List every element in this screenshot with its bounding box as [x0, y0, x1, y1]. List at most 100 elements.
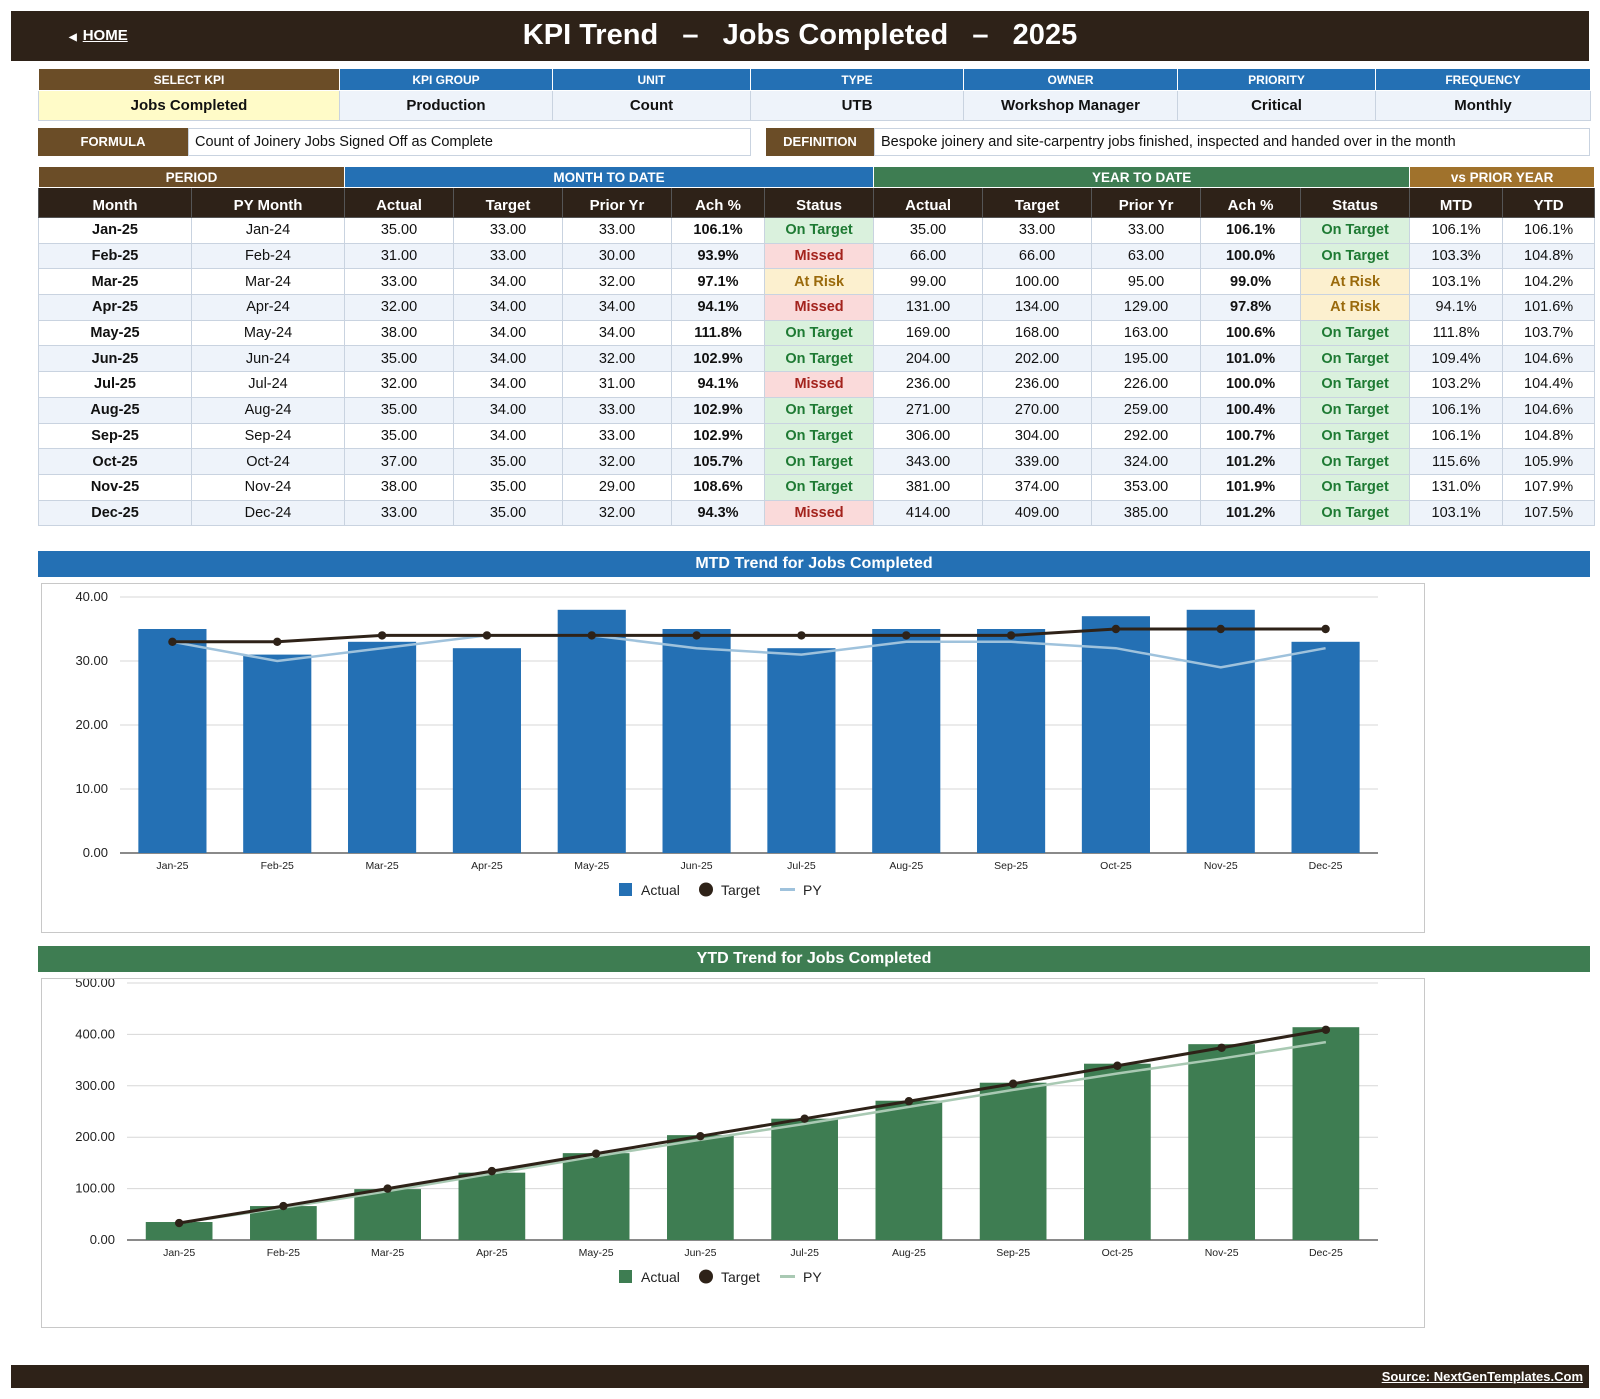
table-cell: 100.0%: [1200, 371, 1302, 398]
bar: [977, 629, 1046, 853]
table-cell: 33.00: [1091, 217, 1202, 244]
table-cell: 32.00: [344, 294, 455, 321]
bar: [138, 629, 207, 853]
table-cell: 29.00: [562, 473, 673, 501]
table-cell: 106.1%: [1502, 217, 1596, 244]
formula-row: FORMULA Count of Joinery Jobs Signed Off…: [38, 128, 1590, 156]
y-tick-label: 0.00: [83, 845, 108, 860]
target-point: [1111, 624, 1121, 634]
status-badge: On Target: [764, 422, 875, 450]
table-cell: 106.1%: [1409, 422, 1504, 450]
x-tick-label: May-25: [574, 860, 609, 872]
table-cell: 31.00: [562, 371, 673, 398]
kpi-select-dropdown[interactable]: Jobs Completed: [38, 90, 340, 121]
table-cell: 414.00: [873, 499, 984, 527]
table-row: Jan-25 Jan-24 35.00 33.00 33.00 106.1% On Targ…: [38, 217, 1596, 244]
unit-value: Count: [552, 90, 751, 121]
table-cell: 104.2%: [1502, 268, 1596, 296]
status-badge: On Target: [1300, 422, 1411, 450]
table-cell: Dec-24: [190, 499, 346, 527]
type-value: UTB: [750, 90, 964, 121]
table-cell: 100.0%: [1200, 242, 1302, 270]
column-header: Status: [764, 187, 875, 218]
home-link[interactable]: ◀ HOME: [69, 27, 128, 44]
x-tick-label: Oct-25: [1102, 1247, 1134, 1259]
status-badge: At Risk: [764, 268, 875, 296]
bar: [1291, 641, 1360, 853]
x-tick-label: Jun-25: [684, 1247, 716, 1259]
status-badge: At Risk: [1300, 294, 1411, 321]
table-cell: 106.1%: [1409, 396, 1504, 424]
target-point: [800, 1114, 809, 1123]
y-tick-label: 500.00: [75, 979, 115, 990]
bar: [348, 641, 417, 853]
x-tick-label: Nov-25: [1205, 1247, 1239, 1259]
table-cell: 108.6%: [671, 473, 766, 501]
table-cell: 31.00: [344, 242, 455, 270]
target-point: [904, 1097, 914, 1106]
column-header: Actual: [873, 187, 984, 218]
table-row: Jun-25 Jun-24 35.00 34.00 32.00 102.9% On Targ…: [38, 345, 1596, 373]
table-cell: 32.00: [344, 371, 455, 398]
table-cell: 102.9%: [671, 345, 766, 373]
target-point: [902, 631, 911, 640]
table-row: Nov-25 Nov-24 38.00 35.00 29.00 108.6% On Targ…: [38, 473, 1596, 501]
table-cell: 101.6%: [1502, 294, 1596, 321]
target-point: [1216, 624, 1225, 634]
table-cell: 324.00: [1091, 448, 1202, 475]
table-cell: 195.00: [1091, 345, 1202, 373]
status-badge: On Target: [764, 319, 875, 347]
x-tick-label: Mar-25: [371, 1247, 404, 1259]
column-header: PY Month: [190, 187, 346, 218]
table-cell: Feb-24: [190, 242, 346, 270]
table-cell: 306.00: [873, 422, 984, 450]
table-cell: Jul-25: [38, 371, 192, 398]
y-tick-label: 300.00: [75, 1078, 115, 1093]
bar: [767, 648, 836, 853]
definition-label: DEFINITION: [766, 128, 874, 156]
x-tick-label: Jan-25: [163, 1247, 195, 1259]
table-cell: 104.8%: [1502, 242, 1596, 270]
source-link[interactable]: Source: NextGenTemplates.Com: [1381, 1369, 1583, 1384]
table-cell: 35.00: [453, 448, 564, 475]
y-tick-label: 100.00: [75, 1181, 115, 1196]
table-cell: 33.00: [344, 268, 455, 296]
table-cell: 109.4%: [1409, 345, 1504, 373]
prior-year-group-header: vs PRIOR YEAR: [1409, 166, 1596, 188]
table-cell: Sep-25: [38, 422, 192, 450]
table-row: Aug-25 Aug-24 35.00 34.00 33.00 102.9% On Targ…: [38, 396, 1596, 424]
table-row: Jul-25 Jul-24 32.00 34.00 31.00 94.1% Missed 23…: [38, 371, 1596, 398]
x-tick-label: Jul-25: [787, 860, 816, 872]
y-tick-label: 10.00: [75, 781, 108, 796]
ytd-chart-title: YTD Trend for Jobs Completed: [38, 946, 1590, 972]
table-cell: 107.5%: [1502, 499, 1596, 527]
table-cell: 100.7%: [1200, 422, 1302, 450]
table-cell: 66.00: [873, 242, 984, 270]
table-cell: 100.4%: [1200, 396, 1302, 424]
table-cell: 226.00: [1091, 371, 1202, 398]
table-cell: 271.00: [873, 396, 984, 424]
table-row: Mar-25 Mar-24 33.00 34.00 32.00 97.1% At Risk 9…: [38, 268, 1596, 296]
table-cell: 34.00: [562, 319, 673, 347]
priority-value: Critical: [1177, 90, 1376, 121]
target-point: [696, 1131, 705, 1141]
legend-target-label: Target: [721, 882, 760, 898]
kpi-group-value: Production: [339, 90, 553, 121]
column-header: Ach %: [671, 187, 766, 218]
x-tick-label: Aug-25: [892, 1247, 926, 1259]
status-badge: On Target: [1300, 448, 1411, 475]
table-cell: Nov-24: [190, 473, 346, 501]
table-cell: 104.4%: [1502, 371, 1596, 398]
column-header: Target: [453, 187, 564, 218]
legend-py-label: PY: [803, 1269, 822, 1285]
legend-target-swatch: [699, 1269, 713, 1284]
table-body: Jan-25 Jan-24 35.00 33.00 33.00 106.1% On Targ…: [38, 217, 1596, 527]
legend-target-swatch: [699, 882, 713, 897]
table-cell: 204.00: [873, 345, 984, 373]
table-cell: Apr-24: [190, 294, 346, 321]
table-cell: 107.9%: [1502, 473, 1596, 501]
status-badge: On Target: [1300, 242, 1411, 270]
bar: [458, 1172, 526, 1240]
table-cell: Jan-24: [190, 217, 346, 244]
table-cell: Aug-25: [38, 396, 192, 424]
